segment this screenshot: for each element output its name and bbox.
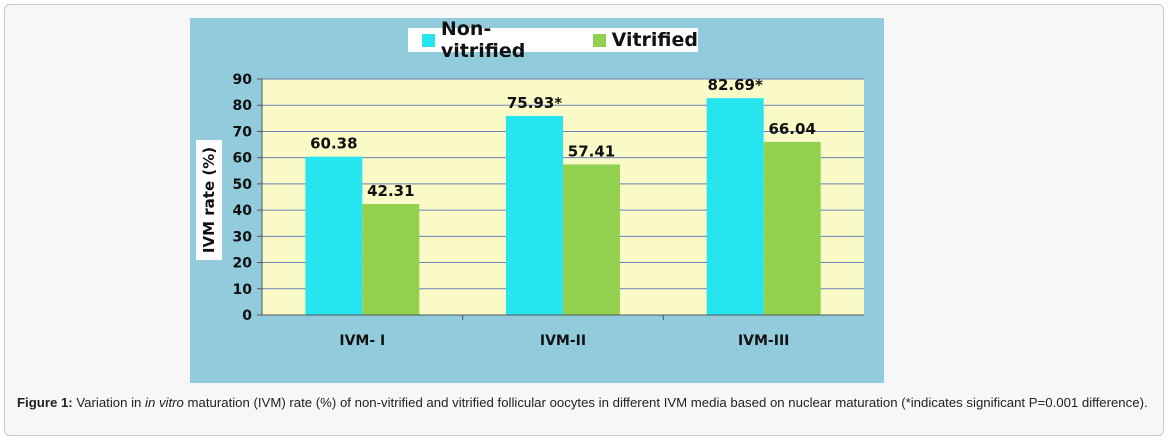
y-tick-label: 80 [233, 98, 253, 114]
y-tick-label: 90 [233, 72, 253, 88]
data-label: 75.93* [507, 94, 562, 112]
y-tick-label: 0 [242, 308, 252, 324]
data-label: 82.69* [708, 76, 763, 94]
bar-vitrified [763, 141, 821, 315]
figure-caption: Figure 1: Variation in in vitro maturati… [17, 394, 1152, 411]
bar-non-vitrified [706, 98, 764, 315]
y-tick-label: 30 [233, 229, 253, 245]
bar-vitrified [362, 204, 420, 315]
bar-non-vitrified [305, 156, 363, 315]
data-label: 57.41 [568, 142, 615, 160]
data-label: 42.31 [367, 182, 414, 200]
x-tick-label: IVM- I [339, 333, 385, 349]
legend-item-non-vitrified: Non-vitrified [422, 18, 575, 62]
legend-swatch-non-vitrified [422, 33, 435, 47]
legend-swatch-vitrified [592, 33, 606, 47]
y-tick-label: 40 [233, 203, 253, 219]
legend-label-non-vitrified: Non-vitrified [440, 18, 526, 62]
caption-label: Figure 1: [17, 395, 73, 410]
y-tick-label: 50 [233, 177, 253, 193]
y-tick-label: 20 [233, 256, 253, 272]
y-tick-label: 60 [233, 151, 253, 167]
data-label: 66.04 [768, 120, 815, 138]
legend-item-vitrified: Vitrified [592, 29, 698, 51]
y-axis-label-box [196, 140, 222, 260]
bar-vitrified [563, 164, 620, 315]
x-tick-label: IVM-III [738, 333, 789, 349]
bar-non-vitrified [506, 115, 563, 315]
x-tick-label: IVM-II [540, 333, 586, 349]
y-axis-label: IVM rate (%) [200, 146, 218, 254]
caption-text-2: maturation (IVM) rate (%) of non-vitrifi… [183, 395, 1148, 410]
data-label: 60.38 [310, 135, 357, 153]
y-tick-label: 70 [233, 124, 253, 140]
legend-label-vitrified: Vitrified [611, 29, 698, 51]
caption-text-1: Variation in [72, 395, 146, 410]
y-tick-label: 10 [233, 282, 253, 298]
caption-italic: in vitro [145, 395, 184, 410]
legend: Non-vitrified Vitrified [408, 18, 698, 62]
